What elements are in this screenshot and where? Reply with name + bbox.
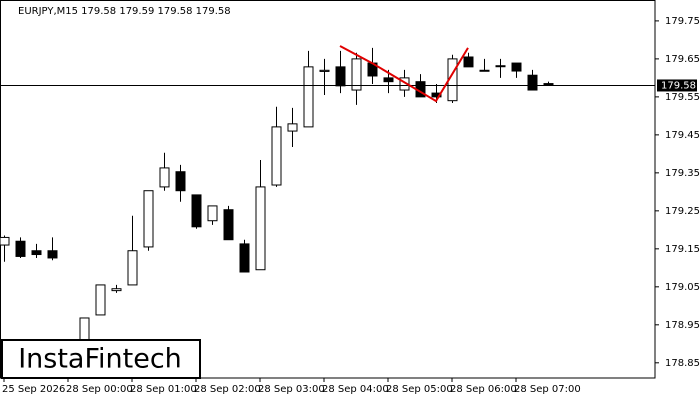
candle-body [31,250,42,256]
price-label: 179.58 [661,80,696,91]
candle-body [431,92,442,98]
x-tick-label: 28 Sep 07:00 [514,384,581,395]
y-tick-label: 179.25 [665,206,700,217]
y-tick-label: 179.75 [665,16,700,27]
chart-title: EURJPY,M15 179.58 179.59 179.58 179.58 [18,6,231,17]
watermark: InstaFintech [18,344,182,375]
candle-body [0,236,10,246]
candle-body [47,250,58,259]
candle-body [511,62,522,72]
x-tick-label: 28 Sep 00:00 [66,384,133,395]
candle-body [495,65,506,68]
y-tick-label: 179.65 [665,54,700,65]
candle-body [479,69,490,72]
x-tick-label: 28 Sep 04:00 [322,384,389,395]
x-tick-label: 25 Sep 2026 [2,384,65,395]
candle-body [527,74,538,91]
x-tick-label: 28 Sep 02:00 [194,384,261,395]
x-tick-label: 28 Sep 03:00 [258,384,325,395]
candle-body [95,284,106,316]
candle-body [383,77,394,83]
x-tick-label: 28 Sep 06:00 [450,384,517,395]
y-tick-label: 179.55 [665,92,700,103]
candle-body [143,190,154,248]
x-tick-label: 28 Sep 01:00 [130,384,197,395]
candle-body [111,288,122,292]
x-tick-label: 28 Sep 05:00 [386,384,453,395]
candle-body [191,194,202,228]
candle-body [175,171,186,192]
candle-body [207,205,218,222]
candle-body [223,209,234,241]
candle-body [351,58,362,91]
logo-box [1,339,201,379]
y-tick-label: 179.05 [665,282,700,293]
y-tick-label: 178.85 [665,358,700,369]
candle-body [255,186,266,271]
y-tick-label: 179.35 [665,168,700,179]
plot-frame [0,0,656,379]
candle-body [271,126,282,186]
y-tick-label: 179.45 [665,130,700,141]
candle-body [463,56,474,68]
candle-body [15,240,26,257]
candle-body [127,250,138,286]
plot-layer: 178.85 178.95 179.05 179.15 179.25 179.35 179.… [0,16,700,395]
candle-body [335,66,346,87]
candle-body [319,69,330,72]
candle-body [303,66,314,128]
pattern-line [339,45,469,103]
y-tick-label: 178.95 [665,320,700,331]
candle-body [239,243,250,273]
candle-body [287,123,298,132]
candle-body [159,167,170,188]
price-label-box [657,79,697,92]
y-tick-label: 179.15 [665,244,700,255]
